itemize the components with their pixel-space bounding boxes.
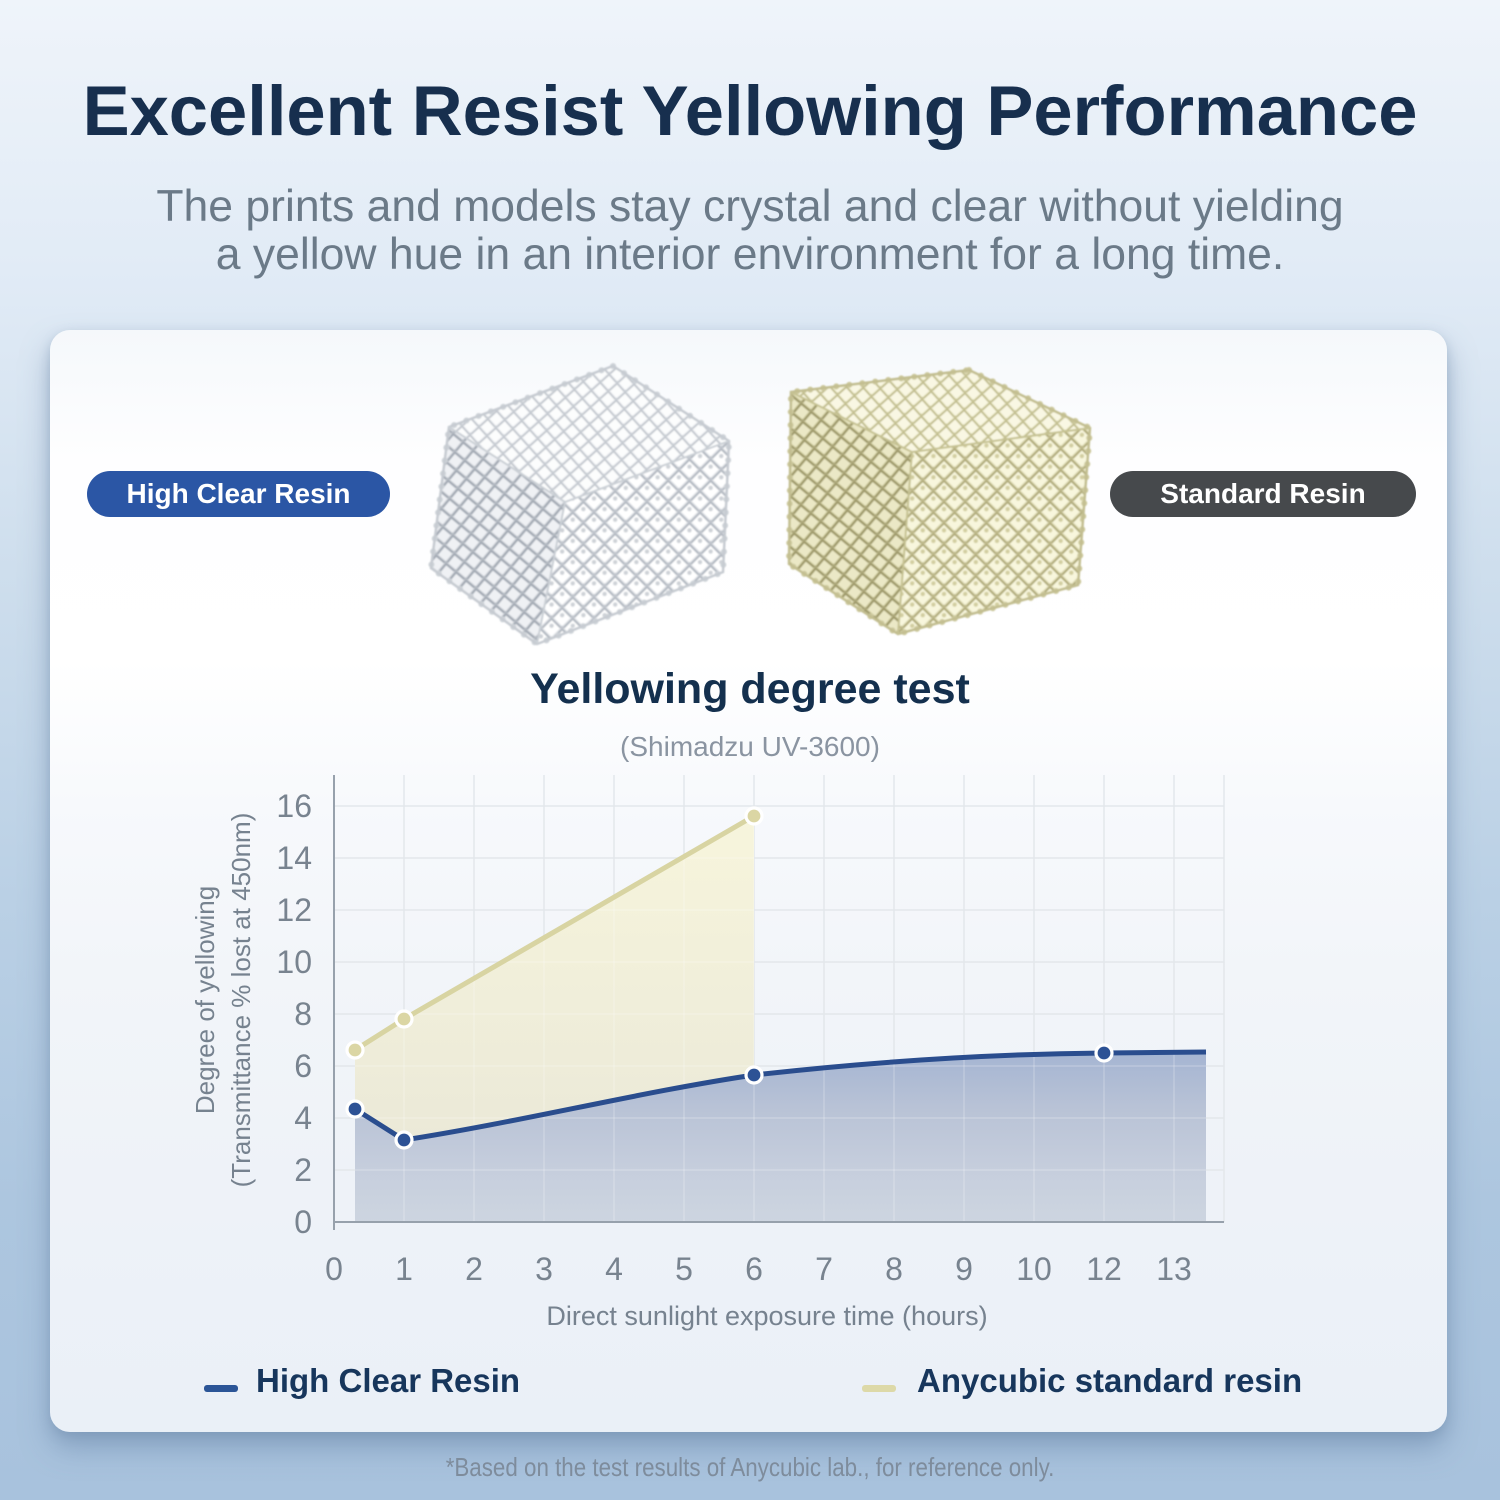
svg-text:12: 12 <box>1086 1251 1122 1287</box>
svg-text:4: 4 <box>294 1100 312 1136</box>
svg-text:10: 10 <box>276 944 312 980</box>
svg-text:7: 7 <box>815 1251 833 1287</box>
svg-text:10: 10 <box>1016 1251 1052 1287</box>
svg-text:Degree of yellowing: Degree of yellowing <box>190 886 220 1114</box>
svg-text:6: 6 <box>294 1048 312 1084</box>
svg-text:4: 4 <box>605 1251 623 1287</box>
svg-text:8: 8 <box>885 1251 903 1287</box>
svg-text:9: 9 <box>955 1251 973 1287</box>
svg-text:6: 6 <box>745 1251 763 1287</box>
svg-text:1: 1 <box>395 1251 413 1287</box>
svg-text:3: 3 <box>535 1251 553 1287</box>
svg-text:5: 5 <box>675 1251 693 1287</box>
svg-text:Direct sunlight exposure time: Direct sunlight exposure time (hours) <box>546 1301 987 1331</box>
svg-text:14: 14 <box>276 840 312 876</box>
svg-text:16: 16 <box>276 788 312 824</box>
svg-text:2: 2 <box>294 1152 312 1188</box>
svg-text:0: 0 <box>294 1204 312 1240</box>
svg-text:0: 0 <box>325 1251 343 1287</box>
svg-text:(Transmittance % lost at 450nm: (Transmittance % lost at 450nm) <box>226 813 256 1188</box>
svg-text:8: 8 <box>294 996 312 1032</box>
svg-text:13: 13 <box>1156 1251 1192 1287</box>
svg-text:12: 12 <box>276 892 312 928</box>
svg-text:2: 2 <box>465 1251 483 1287</box>
